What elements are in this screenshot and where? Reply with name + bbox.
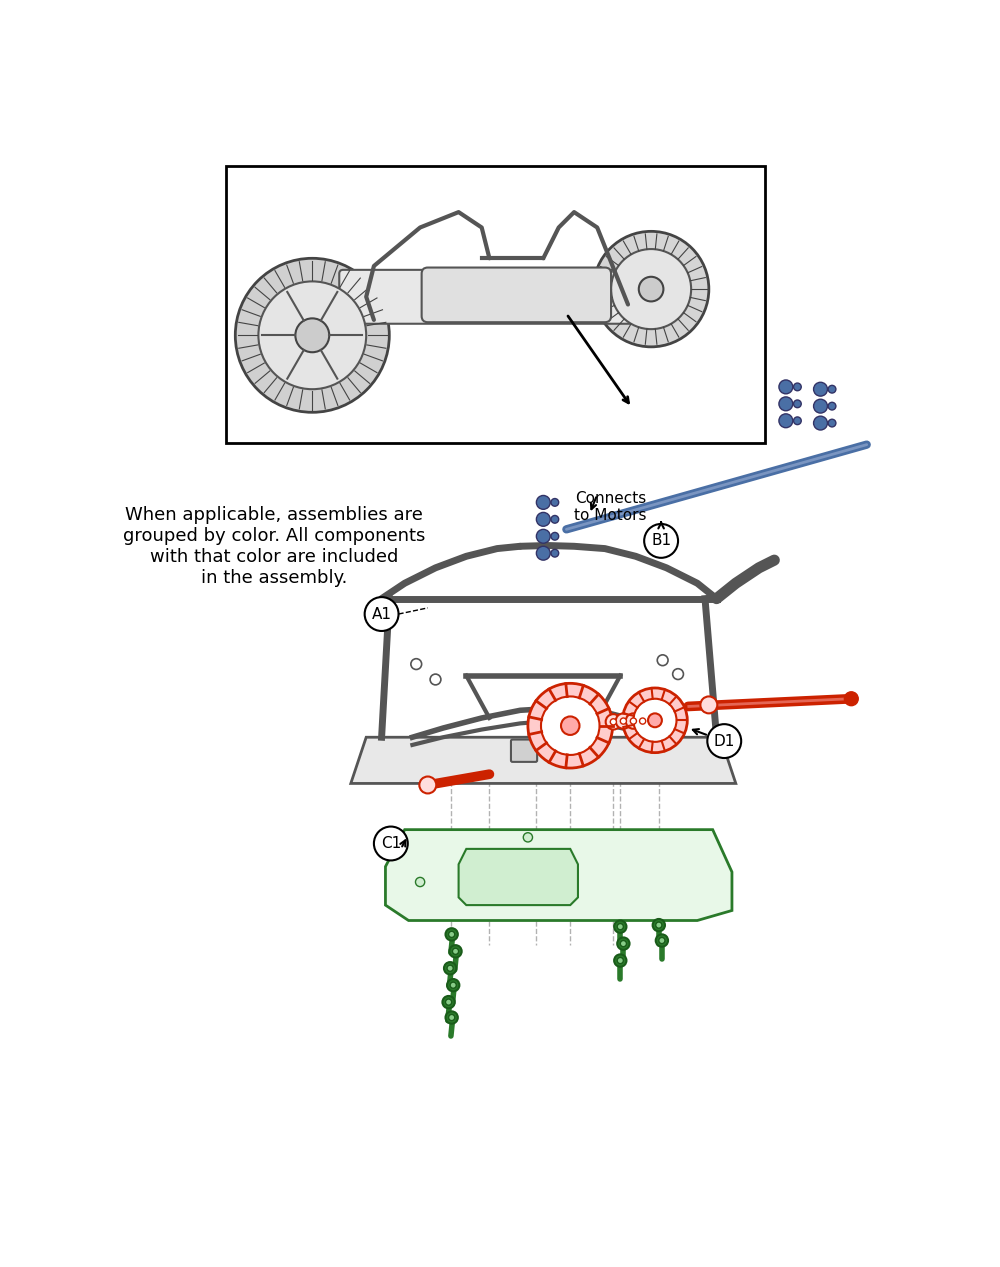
Polygon shape bbox=[351, 737, 736, 783]
Circle shape bbox=[617, 924, 623, 930]
Text: Connects
to Motors: Connects to Motors bbox=[574, 490, 647, 523]
Circle shape bbox=[673, 669, 683, 679]
Circle shape bbox=[828, 403, 836, 411]
Circle shape bbox=[258, 281, 366, 389]
FancyBboxPatch shape bbox=[511, 740, 537, 761]
Circle shape bbox=[551, 550, 559, 557]
Circle shape bbox=[444, 962, 456, 974]
Circle shape bbox=[365, 597, 399, 631]
Circle shape bbox=[536, 530, 550, 544]
Circle shape bbox=[844, 692, 858, 706]
Text: C1: C1 bbox=[381, 836, 401, 851]
Circle shape bbox=[446, 1011, 458, 1024]
Circle shape bbox=[614, 954, 626, 967]
Circle shape bbox=[415, 877, 425, 887]
Circle shape bbox=[593, 232, 709, 347]
Text: D1: D1 bbox=[714, 734, 735, 749]
Circle shape bbox=[442, 996, 455, 1009]
Circle shape bbox=[779, 380, 793, 394]
Circle shape bbox=[551, 532, 559, 540]
Circle shape bbox=[449, 945, 462, 958]
Circle shape bbox=[606, 715, 621, 730]
Circle shape bbox=[814, 416, 827, 430]
FancyBboxPatch shape bbox=[422, 267, 611, 322]
Circle shape bbox=[610, 718, 616, 725]
Circle shape bbox=[620, 718, 626, 725]
Circle shape bbox=[551, 516, 559, 523]
Circle shape bbox=[536, 512, 550, 526]
Circle shape bbox=[828, 419, 836, 427]
Circle shape bbox=[656, 922, 662, 929]
Circle shape bbox=[633, 698, 677, 742]
Text: A1: A1 bbox=[372, 607, 392, 622]
Circle shape bbox=[452, 948, 459, 954]
Circle shape bbox=[620, 940, 626, 946]
Circle shape bbox=[611, 250, 691, 329]
Circle shape bbox=[446, 1000, 452, 1005]
Circle shape bbox=[541, 697, 600, 755]
Circle shape bbox=[639, 276, 663, 302]
Circle shape bbox=[635, 713, 650, 729]
Circle shape bbox=[779, 397, 793, 411]
Circle shape bbox=[561, 716, 579, 735]
Circle shape bbox=[828, 385, 836, 393]
Circle shape bbox=[449, 931, 455, 938]
Circle shape bbox=[447, 965, 453, 972]
Circle shape bbox=[536, 495, 550, 509]
Circle shape bbox=[617, 938, 630, 950]
Circle shape bbox=[450, 982, 456, 988]
Circle shape bbox=[430, 674, 441, 685]
Circle shape bbox=[447, 979, 459, 991]
Circle shape bbox=[779, 414, 793, 428]
Circle shape bbox=[659, 938, 665, 944]
Circle shape bbox=[640, 718, 646, 725]
Circle shape bbox=[411, 659, 422, 669]
Circle shape bbox=[814, 399, 827, 413]
Circle shape bbox=[523, 832, 533, 843]
Circle shape bbox=[653, 919, 665, 931]
Circle shape bbox=[374, 826, 408, 860]
Circle shape bbox=[614, 921, 626, 933]
Circle shape bbox=[616, 713, 631, 729]
Circle shape bbox=[536, 546, 550, 560]
Circle shape bbox=[446, 929, 458, 940]
Circle shape bbox=[657, 655, 668, 665]
Circle shape bbox=[630, 718, 636, 725]
Circle shape bbox=[794, 400, 801, 408]
Circle shape bbox=[700, 697, 717, 713]
Circle shape bbox=[449, 1015, 455, 1021]
Circle shape bbox=[617, 958, 623, 964]
Circle shape bbox=[794, 417, 801, 424]
FancyBboxPatch shape bbox=[339, 270, 655, 324]
Text: When applicable, assemblies are
grouped by color. All components
with that color: When applicable, assemblies are grouped … bbox=[123, 507, 425, 587]
Polygon shape bbox=[385, 830, 732, 921]
Circle shape bbox=[528, 683, 613, 768]
Circle shape bbox=[551, 498, 559, 507]
Circle shape bbox=[623, 688, 687, 753]
Polygon shape bbox=[459, 849, 578, 905]
Circle shape bbox=[794, 383, 801, 390]
Text: B1: B1 bbox=[651, 533, 671, 549]
Circle shape bbox=[707, 725, 741, 758]
Circle shape bbox=[656, 934, 668, 946]
Circle shape bbox=[648, 713, 662, 727]
Circle shape bbox=[419, 777, 436, 793]
Circle shape bbox=[626, 713, 641, 729]
Circle shape bbox=[644, 525, 678, 557]
Circle shape bbox=[814, 383, 827, 397]
Bar bbox=[226, 166, 765, 443]
Circle shape bbox=[235, 258, 389, 412]
Circle shape bbox=[295, 318, 329, 352]
